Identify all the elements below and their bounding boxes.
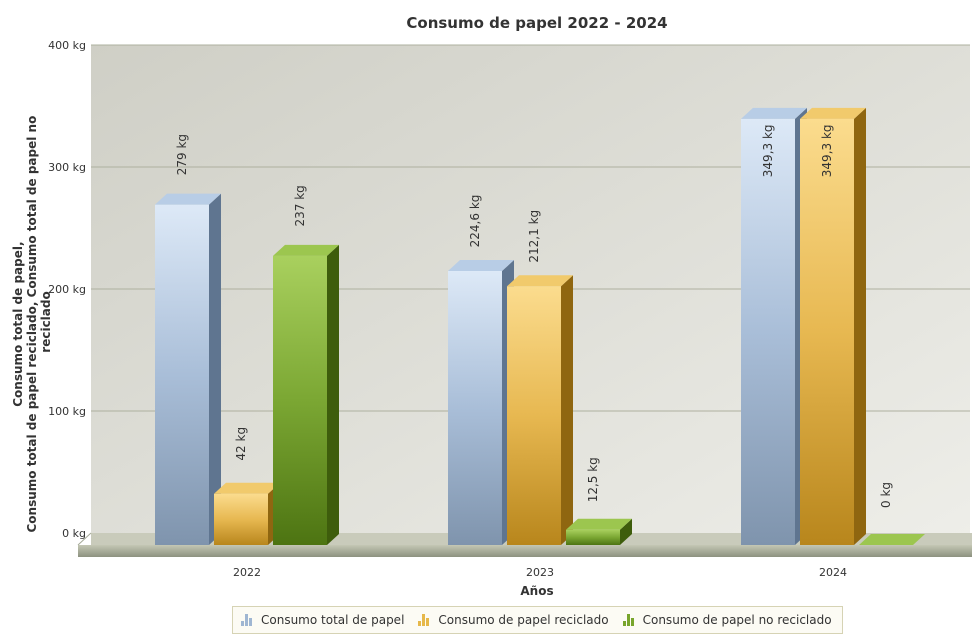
y-tick-label: 400 kg (48, 39, 86, 52)
data-label: 12,5 kg (586, 457, 600, 502)
legend-label: Consumo de papel no reciclado (642, 613, 832, 627)
bar-side-face (561, 275, 573, 545)
legend-item-papel-reciclado[interactable]: Consumo de papel reciclado (418, 613, 609, 627)
bar-consumo-total-de-papel-2023 (448, 259, 514, 545)
bar-top-face (155, 193, 221, 205)
legend-label: Consumo total de papel (261, 613, 405, 627)
legend-item-papel-no-reciclado[interactable]: Consumo de papel no reciclado (622, 613, 832, 627)
data-label: 42 kg (234, 427, 248, 461)
bar-top-face (566, 518, 632, 530)
x-tick-label: 2022 (233, 566, 261, 579)
bar-consumo-de-papel-no-reciclado-2023 (566, 518, 632, 545)
bar-chart-icon (418, 614, 432, 626)
bar-front-face (800, 118, 854, 545)
bar-front-face (741, 118, 795, 545)
bar-front-face (566, 529, 620, 545)
bar-chart-icon (241, 614, 255, 626)
bar-side-face (620, 518, 632, 545)
bar-consumo-de-papel-no-reciclado-2024 (859, 534, 925, 545)
bar-consumo-de-papel-no-reciclado-2022 (273, 244, 339, 546)
data-label: 0 kg (879, 482, 893, 508)
data-label: 237 kg (293, 185, 307, 226)
data-labels: 279 kg 42 kg 237 kg 224,6 kg 212,1 kg 12,5 kg… (175, 124, 893, 508)
legend: Consumo total de papel Consumo de papel … (232, 606, 843, 634)
bar-top-face (741, 107, 807, 119)
bar-side-face (209, 193, 221, 545)
bar-front-face (214, 493, 268, 545)
data-label: 349,3 kg (761, 124, 775, 177)
bar-consumo-total-de-papel-2022 (155, 193, 221, 545)
x-axis-ticks: 2022 2023 2024 (233, 566, 847, 579)
x-tick-label: 2024 (819, 566, 847, 579)
bar-consumo-de-papel-reciclado-2022 (214, 482, 280, 545)
data-label: 349,3 kg (820, 124, 834, 177)
bar-side-face (854, 107, 866, 545)
y-axis-ticks: 0 kg 100 kg 200 kg 300 kg 400 kg (48, 39, 86, 540)
bar-top-face (214, 482, 280, 494)
bar-top-face (448, 259, 514, 271)
y-tick-label: 200 kg (48, 283, 86, 296)
bar-consumo-de-papel-reciclado-2023 (507, 275, 573, 545)
bars (155, 107, 925, 546)
bar-front-face (448, 270, 502, 545)
y-axis-title-line-2: Consumo total de papel reciclado, Consum… (25, 116, 39, 533)
chart-title: Consumo de papel 2022 - 2024 (406, 14, 667, 32)
y-axis-title-line-3: reciclado (39, 291, 53, 352)
bar-front-face (273, 255, 327, 546)
bar-front-face (155, 204, 209, 545)
bar-top-face (800, 107, 866, 119)
y-tick-label: 0 kg (62, 527, 86, 540)
bar-chart-icon (622, 614, 637, 626)
bar-front-face (507, 286, 561, 545)
chart-svg: Consumo de papel 2022 - 2024 0 kg 100 kg 2… (11, 14, 972, 598)
y-axis-title: Consumo total de papel, Consumo total de… (11, 112, 53, 533)
data-label: 279 kg (175, 134, 189, 175)
data-label: 212,1 kg (527, 210, 541, 263)
x-tick-label: 2023 (526, 566, 554, 579)
y-tick-label: 100 kg (48, 405, 86, 418)
bar-consumo-de-papel-reciclado-2024 (800, 107, 866, 545)
x-axis-title: Años (520, 584, 553, 598)
legend-label: Consumo de papel reciclado (438, 613, 609, 627)
bar-top-face (859, 534, 925, 545)
bar-top-face (507, 275, 573, 287)
bar-top-face (273, 244, 339, 256)
y-tick-label: 300 kg (48, 161, 86, 174)
y-axis-title-line-1: Consumo total de papel, (11, 241, 25, 406)
data-label: 224,6 kg (468, 195, 482, 248)
legend-item-consumo-total[interactable]: Consumo total de papel (241, 613, 404, 627)
bar-side-face (327, 244, 339, 546)
